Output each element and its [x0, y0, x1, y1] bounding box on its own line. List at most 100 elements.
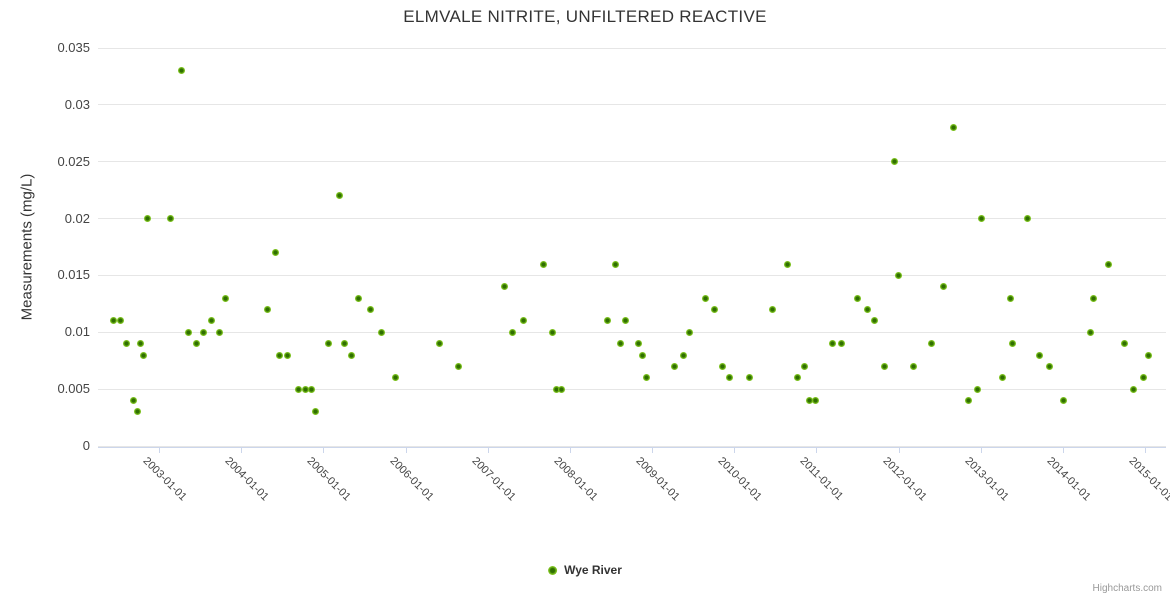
- data-point[interactable]: [634, 340, 642, 348]
- y-axis-tick-label: 0.005: [57, 381, 90, 397]
- data-point[interactable]: [928, 340, 936, 348]
- data-point[interactable]: [137, 340, 145, 348]
- data-point[interactable]: [200, 328, 208, 336]
- data-point[interactable]: [185, 328, 193, 336]
- data-point[interactable]: [335, 192, 343, 200]
- data-point[interactable]: [378, 328, 385, 336]
- data-point[interactable]: [193, 340, 201, 348]
- data-point[interactable]: [853, 294, 861, 302]
- data-point[interactable]: [177, 67, 185, 75]
- data-point[interactable]: [207, 317, 215, 325]
- data-point[interactable]: [881, 362, 889, 370]
- data-point[interactable]: [1121, 340, 1129, 348]
- data-point[interactable]: [272, 249, 280, 257]
- data-point[interactable]: [301, 385, 309, 393]
- data-point[interactable]: [1145, 351, 1153, 359]
- data-point[interactable]: [264, 306, 272, 314]
- data-point[interactable]: [1140, 374, 1148, 382]
- data-point[interactable]: [1036, 351, 1044, 359]
- data-point[interactable]: [718, 362, 726, 370]
- data-point[interactable]: [436, 340, 444, 348]
- data-point[interactable]: [366, 306, 374, 314]
- data-point[interactable]: [276, 351, 284, 359]
- data-point[interactable]: [308, 385, 316, 393]
- data-point[interactable]: [890, 158, 898, 166]
- data-point[interactable]: [1060, 397, 1068, 404]
- data-point[interactable]: [139, 351, 147, 359]
- data-point[interactable]: [794, 374, 802, 382]
- data-point[interactable]: [341, 340, 349, 348]
- legend-item-wye-river[interactable]: Wye River: [548, 563, 622, 577]
- data-point[interactable]: [1024, 215, 1032, 223]
- data-point[interactable]: [540, 260, 548, 268]
- data-point[interactable]: [283, 351, 291, 359]
- data-point[interactable]: [552, 385, 560, 393]
- data-point[interactable]: [800, 362, 808, 370]
- data-point[interactable]: [133, 408, 141, 416]
- data-point[interactable]: [355, 294, 363, 302]
- data-point[interactable]: [508, 328, 516, 336]
- data-point[interactable]: [548, 328, 556, 336]
- data-point[interactable]: [940, 283, 948, 291]
- data-point[interactable]: [347, 351, 355, 359]
- data-point[interactable]: [977, 215, 985, 223]
- data-point[interactable]: [965, 397, 973, 404]
- data-point[interactable]: [501, 283, 509, 291]
- data-point[interactable]: [1006, 294, 1014, 302]
- data-point[interactable]: [117, 317, 125, 325]
- x-axis-tick: [569, 448, 571, 453]
- data-point[interactable]: [829, 340, 837, 348]
- data-point[interactable]: [454, 362, 462, 370]
- data-point[interactable]: [702, 294, 710, 302]
- data-point[interactable]: [711, 306, 719, 314]
- data-point[interactable]: [895, 271, 903, 279]
- data-point[interactable]: [812, 397, 820, 404]
- y-axis-tick-label: 0.02: [64, 210, 90, 226]
- y-axis-tick-label: 0.03: [64, 96, 90, 112]
- data-point[interactable]: [973, 385, 981, 393]
- data-point[interactable]: [639, 351, 646, 359]
- data-point[interactable]: [670, 362, 678, 370]
- data-point[interactable]: [686, 328, 694, 336]
- highcharts-credits-link[interactable]: Highcharts.com: [1092, 583, 1162, 594]
- data-point[interactable]: [949, 124, 957, 132]
- data-point[interactable]: [784, 260, 792, 268]
- data-point[interactable]: [642, 374, 650, 382]
- data-point[interactable]: [617, 340, 625, 348]
- data-point[interactable]: [679, 351, 687, 359]
- data-point[interactable]: [1087, 328, 1095, 336]
- data-point[interactable]: [1130, 385, 1138, 393]
- data-point[interactable]: [910, 362, 918, 370]
- data-point[interactable]: [129, 397, 137, 404]
- x-axis-tick: [816, 448, 818, 453]
- data-point[interactable]: [221, 294, 229, 302]
- data-point[interactable]: [998, 374, 1006, 382]
- x-axis-tick-label: 2004-01-01: [222, 455, 271, 504]
- data-point[interactable]: [1105, 260, 1113, 268]
- data-point[interactable]: [216, 328, 224, 336]
- data-point[interactable]: [520, 317, 528, 325]
- data-point[interactable]: [557, 385, 565, 393]
- data-point[interactable]: [295, 385, 303, 393]
- data-point[interactable]: [806, 397, 814, 404]
- data-point[interactable]: [109, 317, 117, 325]
- data-point[interactable]: [391, 374, 399, 382]
- data-point[interactable]: [1046, 362, 1053, 370]
- data-point[interactable]: [144, 215, 152, 223]
- data-point[interactable]: [311, 408, 319, 416]
- data-point[interactable]: [324, 340, 332, 348]
- data-point[interactable]: [1090, 294, 1098, 302]
- data-point[interactable]: [870, 317, 878, 325]
- data-point[interactable]: [1009, 340, 1017, 348]
- y-gridline: [98, 388, 1166, 390]
- data-point[interactable]: [769, 306, 777, 314]
- data-point[interactable]: [726, 374, 734, 382]
- data-point[interactable]: [863, 306, 871, 314]
- data-point[interactable]: [166, 215, 174, 223]
- data-point[interactable]: [622, 317, 630, 325]
- data-point[interactable]: [837, 340, 845, 348]
- data-point[interactable]: [603, 317, 611, 325]
- data-point[interactable]: [123, 340, 131, 348]
- data-point[interactable]: [746, 374, 754, 382]
- data-point[interactable]: [612, 260, 620, 268]
